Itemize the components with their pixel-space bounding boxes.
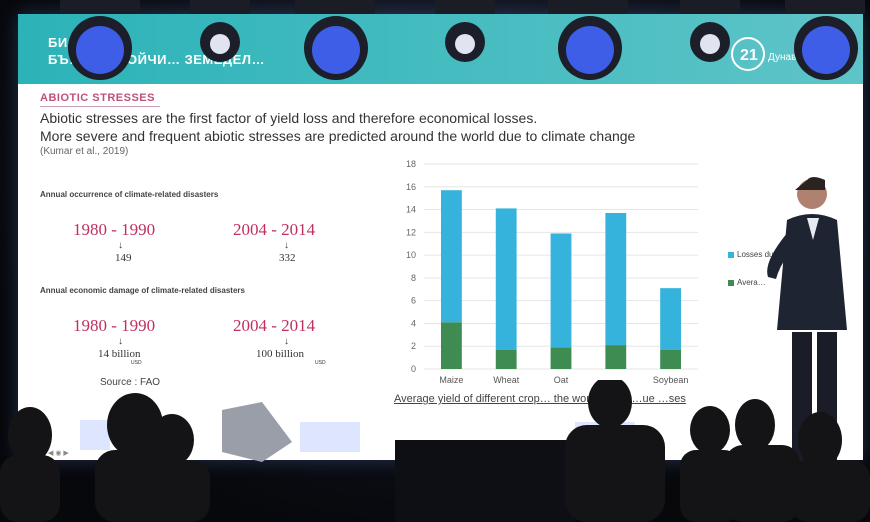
legend-swatch	[728, 279, 734, 286]
legend-label: Losses due … s…	[737, 250, 803, 259]
down-arrow-icon: ↓	[284, 336, 289, 347]
damage-period-2: 2004 - 2014	[233, 316, 316, 335]
y-tick-label: 10	[406, 250, 416, 260]
logo-number: 21	[740, 47, 758, 64]
occurrence-period-2: 2004 - 2014	[233, 220, 316, 239]
legend-swatch	[728, 251, 734, 258]
legend-label: Avera…	[737, 278, 766, 287]
source-note: Source : FAO	[100, 377, 161, 388]
section-title: ABIOTIC STRESSES	[40, 92, 155, 104]
currency-label: USD	[131, 360, 142, 366]
y-tick-label: 6	[411, 296, 416, 306]
occurrence-period-1: 1980 - 1990	[73, 220, 156, 239]
x-tick-label: Soybean	[653, 375, 689, 385]
y-tick-label: 0	[411, 364, 416, 374]
occurrence-value-2: 332	[279, 252, 296, 264]
down-arrow-icon: ↓	[118, 336, 123, 347]
logo-text: Дунав	[768, 52, 796, 63]
bar-segment	[660, 288, 682, 350]
y-tick-label: 14	[406, 205, 416, 215]
bar-segment	[440, 322, 462, 369]
down-arrow-icon: ↓	[284, 240, 289, 251]
y-tick-label: 4	[411, 318, 416, 328]
yield-bar-chart: 0 2 4 6 8 10 12 14 16 18 Maize Wheat Oat Soybean	[406, 159, 698, 385]
bar-segment	[440, 190, 462, 323]
section-underline	[40, 106, 160, 107]
y-tick-label: 16	[406, 182, 416, 192]
damage-value-2: 100 billion	[256, 348, 304, 360]
bar-segment	[660, 349, 682, 369]
bar-segment	[495, 349, 517, 369]
stage-lights	[60, 0, 865, 80]
bar-segment	[495, 208, 517, 350]
headline-2: More severe and frequent abiotic stresse…	[40, 128, 636, 144]
bar-segment	[550, 347, 572, 369]
occurrence-value-1: 149	[115, 252, 132, 264]
y-tick-label: 2	[411, 341, 416, 351]
x-tick-label: Oat	[554, 375, 569, 385]
legend-item-losses: Losses due … s…	[728, 250, 802, 259]
damage-label: Annual economic damage of climate-relate…	[40, 286, 245, 295]
citation: (Kumar et al., 2019)	[40, 146, 129, 157]
y-tick-label: 18	[406, 159, 416, 169]
headline: Abiotic stresses are the first factor of…	[40, 110, 538, 126]
y-tick-label: 8	[411, 273, 416, 283]
bar-segment	[550, 233, 572, 348]
bar-segment	[605, 345, 627, 369]
event-logo: 21 Дунав	[731, 37, 796, 71]
slide-nav-controls[interactable]: ◀ ◉ ▶	[48, 450, 69, 457]
audience-silhouettes	[0, 380, 870, 522]
y-tick-label: 12	[406, 227, 416, 237]
legend-item-average: Avera…	[728, 278, 766, 287]
x-tick-label: Wheat	[493, 375, 520, 385]
damage-period-1: 1980 - 1990	[73, 316, 156, 335]
down-arrow-icon: ↓	[118, 240, 123, 251]
currency-label: USD	[315, 360, 326, 366]
bar-segment	[605, 212, 627, 346]
occurrence-label: Annual occurrence of climate-related dis…	[40, 190, 219, 199]
damage-value-1: 14 billion	[98, 348, 141, 360]
x-tick-label: Maize	[439, 375, 463, 385]
